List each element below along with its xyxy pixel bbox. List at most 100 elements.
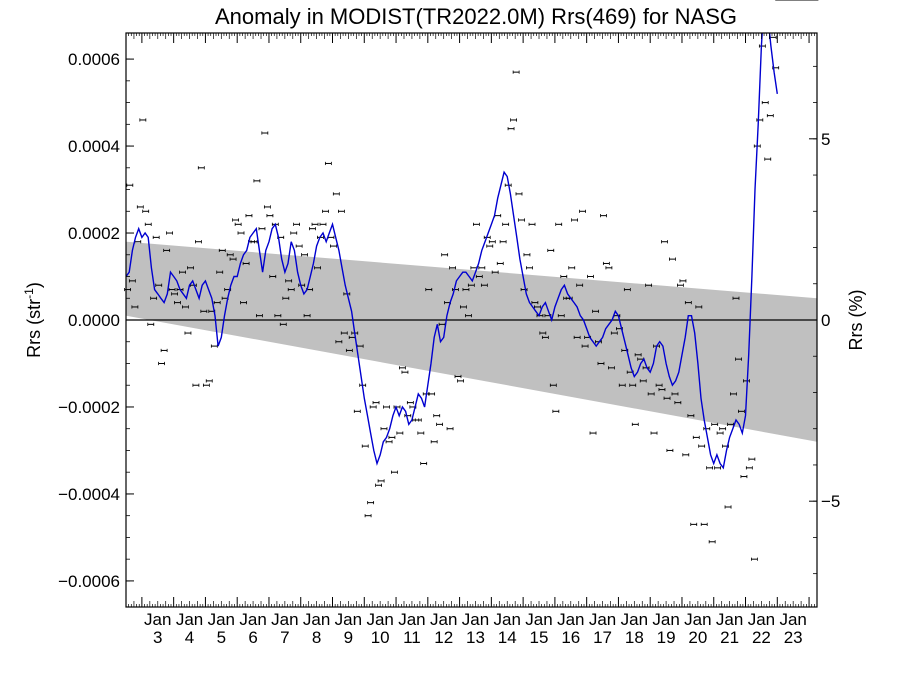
uncertainty-band-group [126,241,817,442]
data-point [488,240,496,244]
data-point [195,240,202,244]
data-point [571,218,578,222]
data-point [385,440,393,444]
y-tick-label: 0.0006 [68,50,120,69]
data-point [631,422,639,426]
data-point [708,540,716,544]
data-point [592,309,599,313]
data-point [187,266,194,270]
data-point [587,274,594,279]
data-point [454,374,462,379]
data-point [658,387,666,392]
data-point [528,222,536,226]
data-point [406,401,414,405]
data-point [716,431,724,435]
right-tick-label: 5 [821,130,830,149]
data-point [557,314,565,318]
data-point [730,392,737,396]
data-points-group [124,0,819,561]
data-point [595,340,602,344]
data-point [229,257,237,261]
data-point [216,270,224,274]
x-tick-label-year: 7 [280,628,289,647]
x-tick-label-month: Jan [208,610,235,629]
data-point [769,35,777,39]
data-point [623,287,631,292]
data-point [518,218,525,222]
x-tick-label-year: 19 [657,628,676,647]
y-axis-left-label-close: ) [24,282,44,288]
data-point [669,257,676,261]
x-tick-label-year: 12 [434,628,453,647]
data-point [285,279,293,283]
data-point [433,414,441,418]
data-point [372,401,380,405]
data-point [605,266,613,270]
data-point [202,383,210,387]
data-point [319,222,327,226]
uncertainty-band [126,241,817,442]
x-tick-label-month: Jan [144,610,171,629]
data-point [192,383,200,387]
data-point [166,231,173,235]
x-tick-label-year: 20 [688,628,707,647]
data-point [425,287,433,292]
x-tick-label-month: Jan [621,610,648,629]
x-tick-label-month: Jan [462,610,489,629]
data-point [478,266,486,270]
x-tick-label-year: 15 [530,628,549,647]
data-point [634,353,642,357]
smoothed-line-group [126,33,778,470]
data-point [608,366,615,370]
data-point [732,296,740,300]
x-tick-label-month: Jan [589,610,616,629]
data-point [369,405,377,409]
data-point [674,401,682,405]
x-tick-label-year: 13 [466,628,485,647]
data-point [174,301,181,305]
y-axis-left-label: Rrs (str-1) [22,282,44,358]
data-point [324,161,332,166]
x-tick-label-month: Jan [271,610,298,629]
data-point [647,392,655,396]
data-point [560,274,568,279]
x-tick-label-month: Jan [684,610,711,629]
data-point [340,331,348,335]
data-point [266,214,274,218]
data-point [661,240,668,244]
x-tick-label-month: Jan [303,610,330,629]
data-point [597,361,605,366]
data-point [531,301,539,305]
data-point [645,283,653,287]
data-point [210,344,218,348]
data-point [256,314,263,318]
data-point [452,287,459,292]
data-point [690,522,698,526]
x-tick-label-month: Jan [779,610,806,629]
y-tick-label: 0.0000 [68,311,120,330]
data-point [480,283,488,287]
x-tick-label-year: 11 [403,628,421,647]
data-point [232,218,240,222]
data-point [179,270,186,274]
smoothed-line [126,33,778,470]
data-point [393,405,401,409]
data-point [552,409,560,413]
x-tick-label-year: 5 [217,628,226,647]
data-point [663,396,671,400]
y-axis-left-label-main: Rrs (str [24,299,44,358]
data-point [250,240,258,244]
x-tick-label-year: 21 [720,628,739,647]
data-point [298,283,306,287]
data-point [380,427,388,431]
data-point [610,331,618,335]
data-point [237,231,245,235]
data-point [761,100,769,105]
data-point [314,266,321,270]
x-tick-label-month: Jan [239,610,266,629]
data-point [602,261,610,266]
data-point [303,314,311,318]
data-point [142,209,150,213]
data-point [629,383,637,387]
x-tick-label-year: 3 [153,628,162,647]
